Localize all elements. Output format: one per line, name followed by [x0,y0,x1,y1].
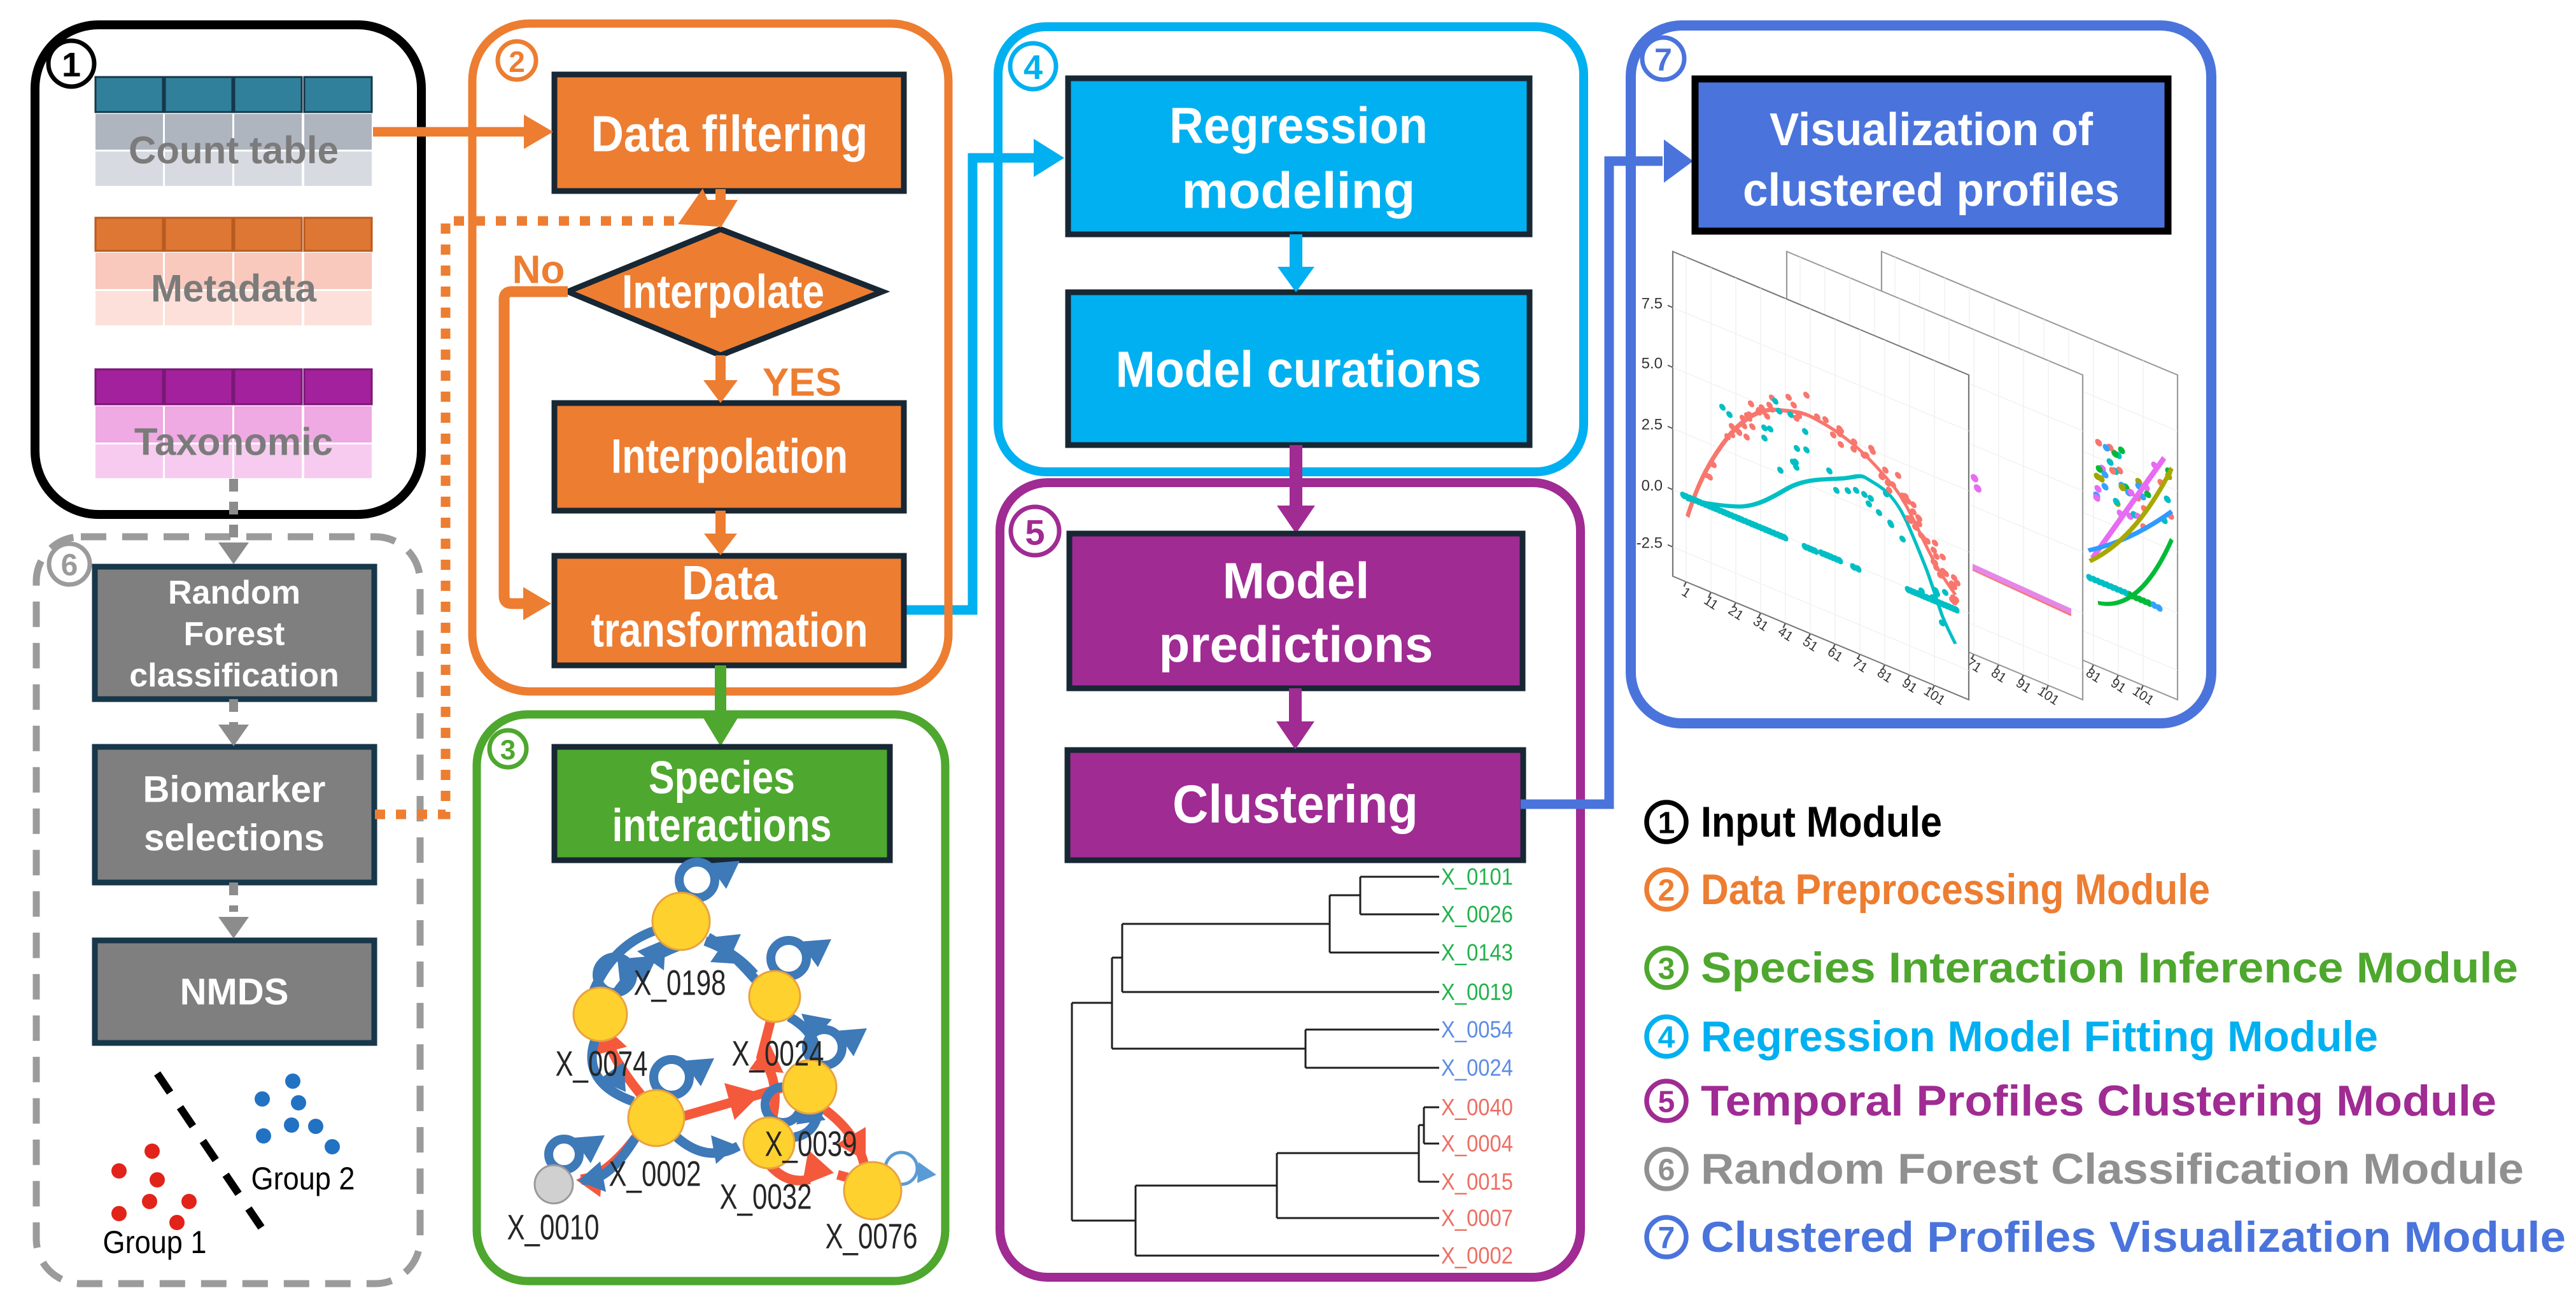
svg-text:X_0002: X_0002 [609,1154,701,1194]
svg-text:classification: classification [129,657,339,694]
svg-text:No: No [512,248,565,292]
svg-text:Group 1: Group 1 [103,1224,207,1260]
svg-text:X_0039: X_0039 [765,1124,857,1164]
svg-text:Species: Species [649,753,795,804]
svg-text:Interpolate: Interpolate [622,266,824,318]
svg-text:2: 2 [1658,874,1675,908]
svg-text:1: 1 [62,46,81,84]
svg-text:YES: YES [763,361,841,405]
svg-text:X_0024: X_0024 [1441,1055,1513,1081]
svg-text:Regression: Regression [1169,97,1428,154]
svg-text:X_0076: X_0076 [826,1216,918,1256]
svg-text:selections: selections [144,818,325,859]
svg-text:5: 5 [1025,513,1045,553]
svg-text:1: 1 [1658,807,1675,840]
svg-text:6: 6 [61,549,78,583]
svg-text:Species Interaction Inference: Species Interaction Inference Module [1701,944,2518,992]
svg-text:NMDS: NMDS [180,972,289,1013]
svg-text:modeling: modeling [1182,162,1416,219]
svg-text:Input Module: Input Module [1701,798,1942,846]
svg-text:Forest: Forest [184,616,285,653]
svg-text:Taxonomic: Taxonomic [134,421,333,464]
svg-text:2: 2 [509,45,525,78]
svg-text:X_0054: X_0054 [1441,1017,1513,1043]
svg-text:Visualization of: Visualization of [1770,104,2094,155]
svg-text:Data Preprocessing Module: Data Preprocessing Module [1701,865,2210,914]
svg-text:X_0024: X_0024 [732,1033,824,1074]
svg-text:5.0: 5.0 [1642,355,1663,372]
svg-text:transformation: transformation [591,604,868,658]
svg-text:Model curations: Model curations [1116,341,1482,398]
svg-text:3: 3 [500,735,516,766]
svg-text:X_0040: X_0040 [1441,1095,1513,1121]
svg-text:Metadata: Metadata [151,267,317,310]
svg-text:Count table: Count table [129,129,339,172]
svg-text:-2.5: -2.5 [1636,535,1663,552]
svg-text:Clustered Profiles Visualizati: Clustered Profiles Visualization Module [1701,1213,2566,1261]
svg-text:X_0019: X_0019 [1441,979,1513,1005]
svg-text:clustered profiles: clustered profiles [1743,165,2120,216]
svg-text:Interpolation: Interpolation [611,430,848,484]
svg-text:3: 3 [1658,953,1675,986]
svg-text:X_0015: X_0015 [1441,1169,1513,1195]
svg-text:7.5: 7.5 [1642,295,1663,313]
svg-text:predictions: predictions [1159,616,1433,673]
svg-text:4: 4 [1658,1021,1675,1055]
svg-text:Data: Data [682,556,778,611]
svg-text:2.5: 2.5 [1642,416,1663,434]
svg-text:7: 7 [1654,42,1672,78]
svg-text:Temporal Profiles Clustering M: Temporal Profiles Clustering Module [1701,1077,2496,1125]
svg-text:Biomarker: Biomarker [143,769,326,811]
svg-text:6: 6 [1658,1154,1675,1187]
svg-text:5: 5 [1658,1086,1675,1119]
svg-text:4: 4 [1024,48,1043,87]
svg-text:Model: Model [1223,553,1370,609]
svg-text:X_0007: X_0007 [1441,1205,1513,1231]
svg-text:Group 2: Group 2 [251,1161,355,1196]
svg-text:0.0: 0.0 [1642,478,1663,495]
svg-text:Regression Model Fitting Modul: Regression Model Fitting Module [1701,1012,2378,1061]
svg-text:X_0032: X_0032 [720,1177,812,1217]
svg-text:X_0074: X_0074 [556,1044,648,1084]
svg-text:Random Forest Classification M: Random Forest Classification Module [1701,1145,2524,1193]
svg-text:X_0026: X_0026 [1441,902,1513,928]
svg-text:Random: Random [168,574,300,611]
svg-text:X_0143: X_0143 [1441,940,1513,966]
svg-text:X_0004: X_0004 [1441,1131,1513,1157]
svg-text:interactions: interactions [612,800,832,851]
svg-text:7: 7 [1658,1222,1675,1256]
svg-text:Clustering: Clustering [1172,774,1418,834]
svg-text:X_0101: X_0101 [1441,864,1513,890]
svg-text:X_0002: X_0002 [1441,1243,1513,1269]
svg-text:X_0198: X_0198 [634,963,726,1003]
svg-text:Data filtering: Data filtering [591,106,868,162]
svg-text:X_0010: X_0010 [507,1207,600,1247]
